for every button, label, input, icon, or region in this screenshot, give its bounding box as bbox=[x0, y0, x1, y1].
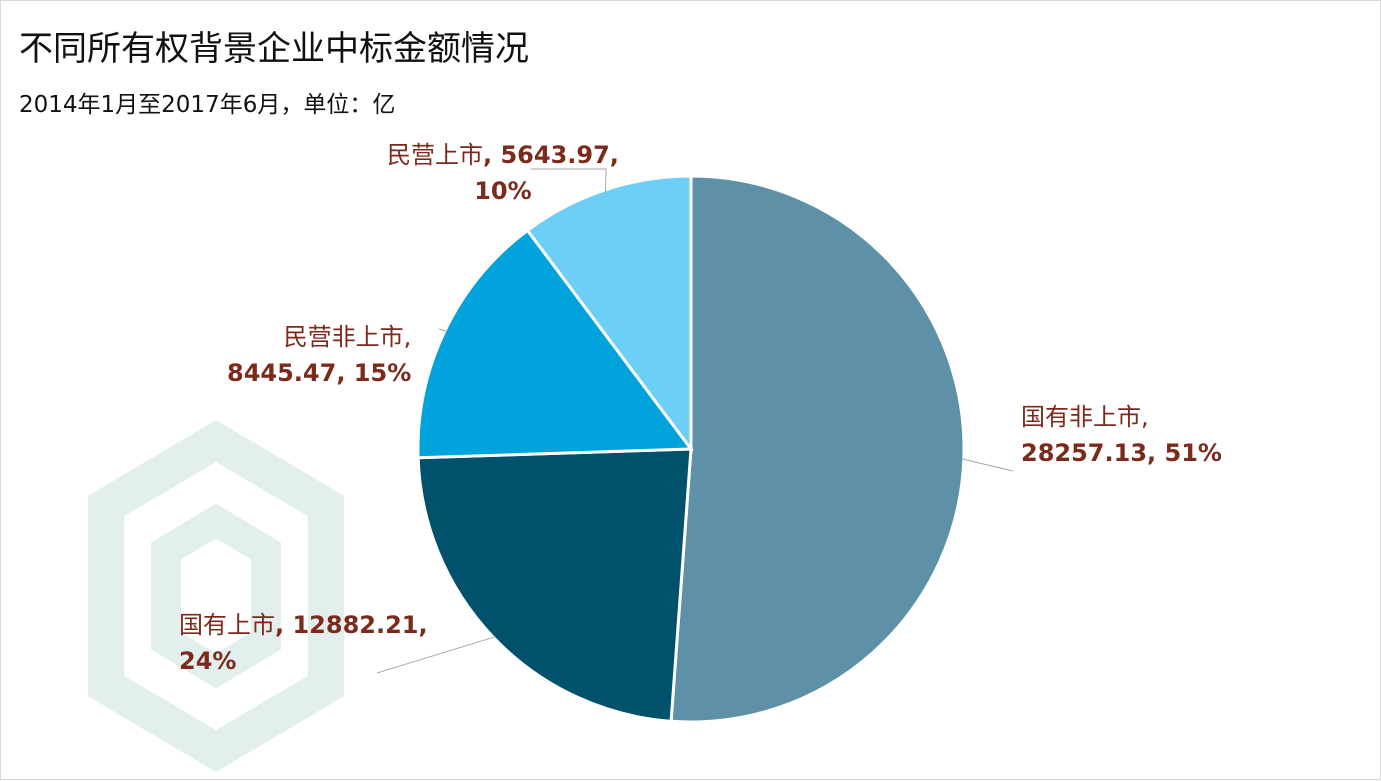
data-label-guoyou-shangshi: 国有上市, 12882.21, 24% bbox=[179, 611, 428, 675]
data-label-minying-feishangshi: 民营非上市, 8445.47, 15% bbox=[227, 323, 412, 387]
leader-lines bbox=[376, 168, 1014, 674]
pie-slice-minying-shangshi bbox=[525, 174, 693, 454]
slice-percent: 24% bbox=[179, 647, 237, 675]
leader-line-minying-feishangshi bbox=[438, 328, 447, 332]
slice-percent: 15% bbox=[353, 359, 412, 387]
pie-slice-guoyou-shangshi bbox=[416, 447, 693, 723]
leader-line-minying-shangshi bbox=[531, 168, 607, 192]
slice-value: 28257.13 bbox=[1021, 439, 1148, 467]
pie-slice-guoyou-feishangshi bbox=[669, 174, 966, 724]
slice-label: 国有非上市 bbox=[1021, 403, 1141, 431]
slice-value: 8445.47 bbox=[227, 359, 337, 387]
data-label-guoyou-feishangshi: 国有非上市, 28257.13, 51% bbox=[1021, 403, 1222, 467]
slice-value: 12882.21 bbox=[292, 611, 419, 639]
slice-label: 民营非上市 bbox=[283, 323, 404, 351]
data-label-minying-shangshi: 民营上市, 5643.97, 10% bbox=[387, 141, 619, 205]
slice-label: 民营上市 bbox=[387, 141, 483, 169]
slice-percent: 51% bbox=[1164, 439, 1222, 467]
watermark-logo bbox=[88, 420, 344, 772]
chart-subtitle: 2014年1月至2017年6月，单位：亿 bbox=[19, 92, 396, 118]
watermark-outer-hexagon bbox=[88, 420, 344, 772]
pie-slices bbox=[416, 174, 966, 724]
slice-label: 国有上市 bbox=[179, 611, 275, 639]
leader-line-guoyou-feishangshi bbox=[961, 458, 1014, 472]
slice-percent: 10% bbox=[474, 177, 532, 205]
chart-title: 不同所有权背景企业中标金额情况 bbox=[19, 29, 529, 69]
watermark-inner-hexagon bbox=[151, 503, 281, 689]
slice-value: 5643.97 bbox=[500, 141, 610, 169]
leader-line-guoyou-shangshi bbox=[376, 636, 496, 674]
